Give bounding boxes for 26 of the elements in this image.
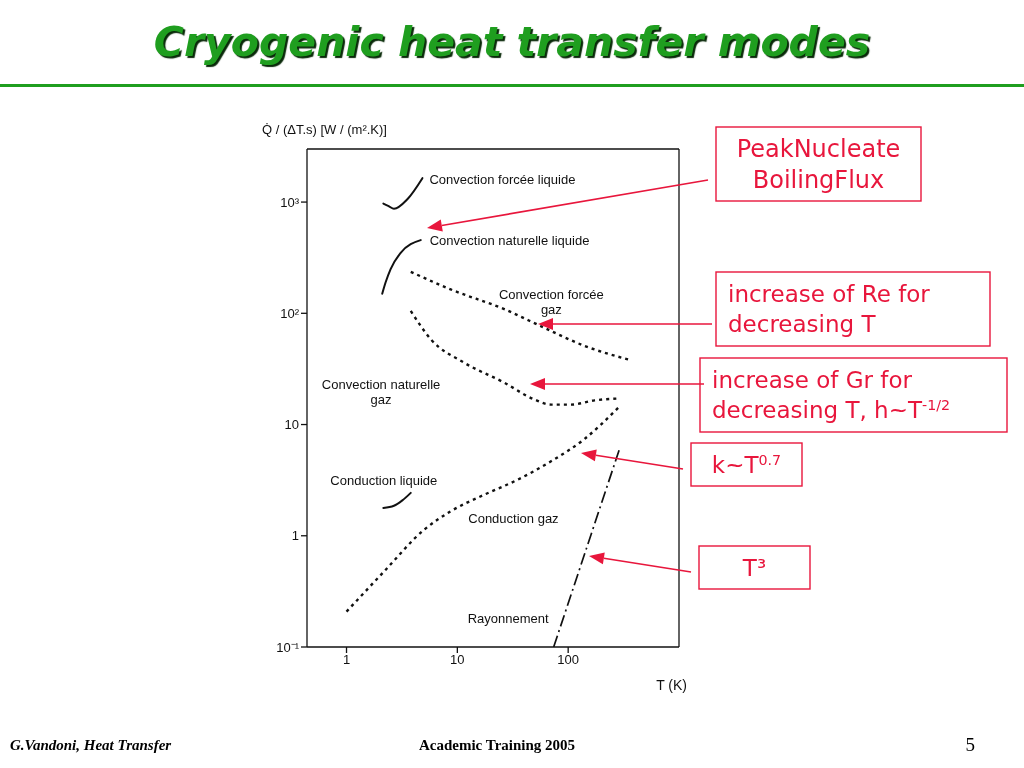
x-tick-label: 1 — [342, 652, 351, 668]
text: Conduction liquide — [330, 472, 438, 488]
text: T³ — [741, 554, 767, 581]
y-axis-title: Q̇ / (ΔT.s) [W / (m².K)] — [262, 122, 387, 137]
y-tick-label: 10⁻¹ — [276, 639, 300, 655]
text: Academic Training 2005 — [418, 736, 576, 755]
series-label: Convection forcée gaz — [498, 286, 604, 317]
y-tick-label: 10 — [284, 417, 299, 433]
x-tick-label: 10 — [450, 652, 465, 668]
text: increase of Gr for decreasing T, h~T$^{-1/2}$ — [712, 367, 951, 424]
series-label: Convection naturelle liquide — [429, 233, 590, 249]
text: PeakNucleate BoilingFlux — [736, 135, 901, 195]
series-label: Convection forcée liquide — [429, 172, 576, 188]
y-tick-label: 1 — [291, 528, 299, 544]
series-label: Rayonnement — [467, 611, 550, 626]
series-label: Conduction gaz — [468, 510, 559, 526]
x-axis-title: T (K) — [656, 677, 687, 693]
y-tick-label: 10² — [280, 305, 300, 321]
series-label: Convection naturelle gaz — [321, 376, 441, 407]
text: increase of Re for decreasing T — [728, 281, 931, 338]
text: k~T$^{0.7}$ — [711, 451, 782, 478]
text: G.Vandoni, Heat Transfer — [10, 736, 172, 755]
x-tick-label: 100 — [557, 652, 580, 668]
chart-title: Cryogenic heat transfer modes — [152, 17, 872, 68]
text: 5 — [965, 734, 975, 755]
y-tick-label: 10³ — [280, 194, 300, 210]
